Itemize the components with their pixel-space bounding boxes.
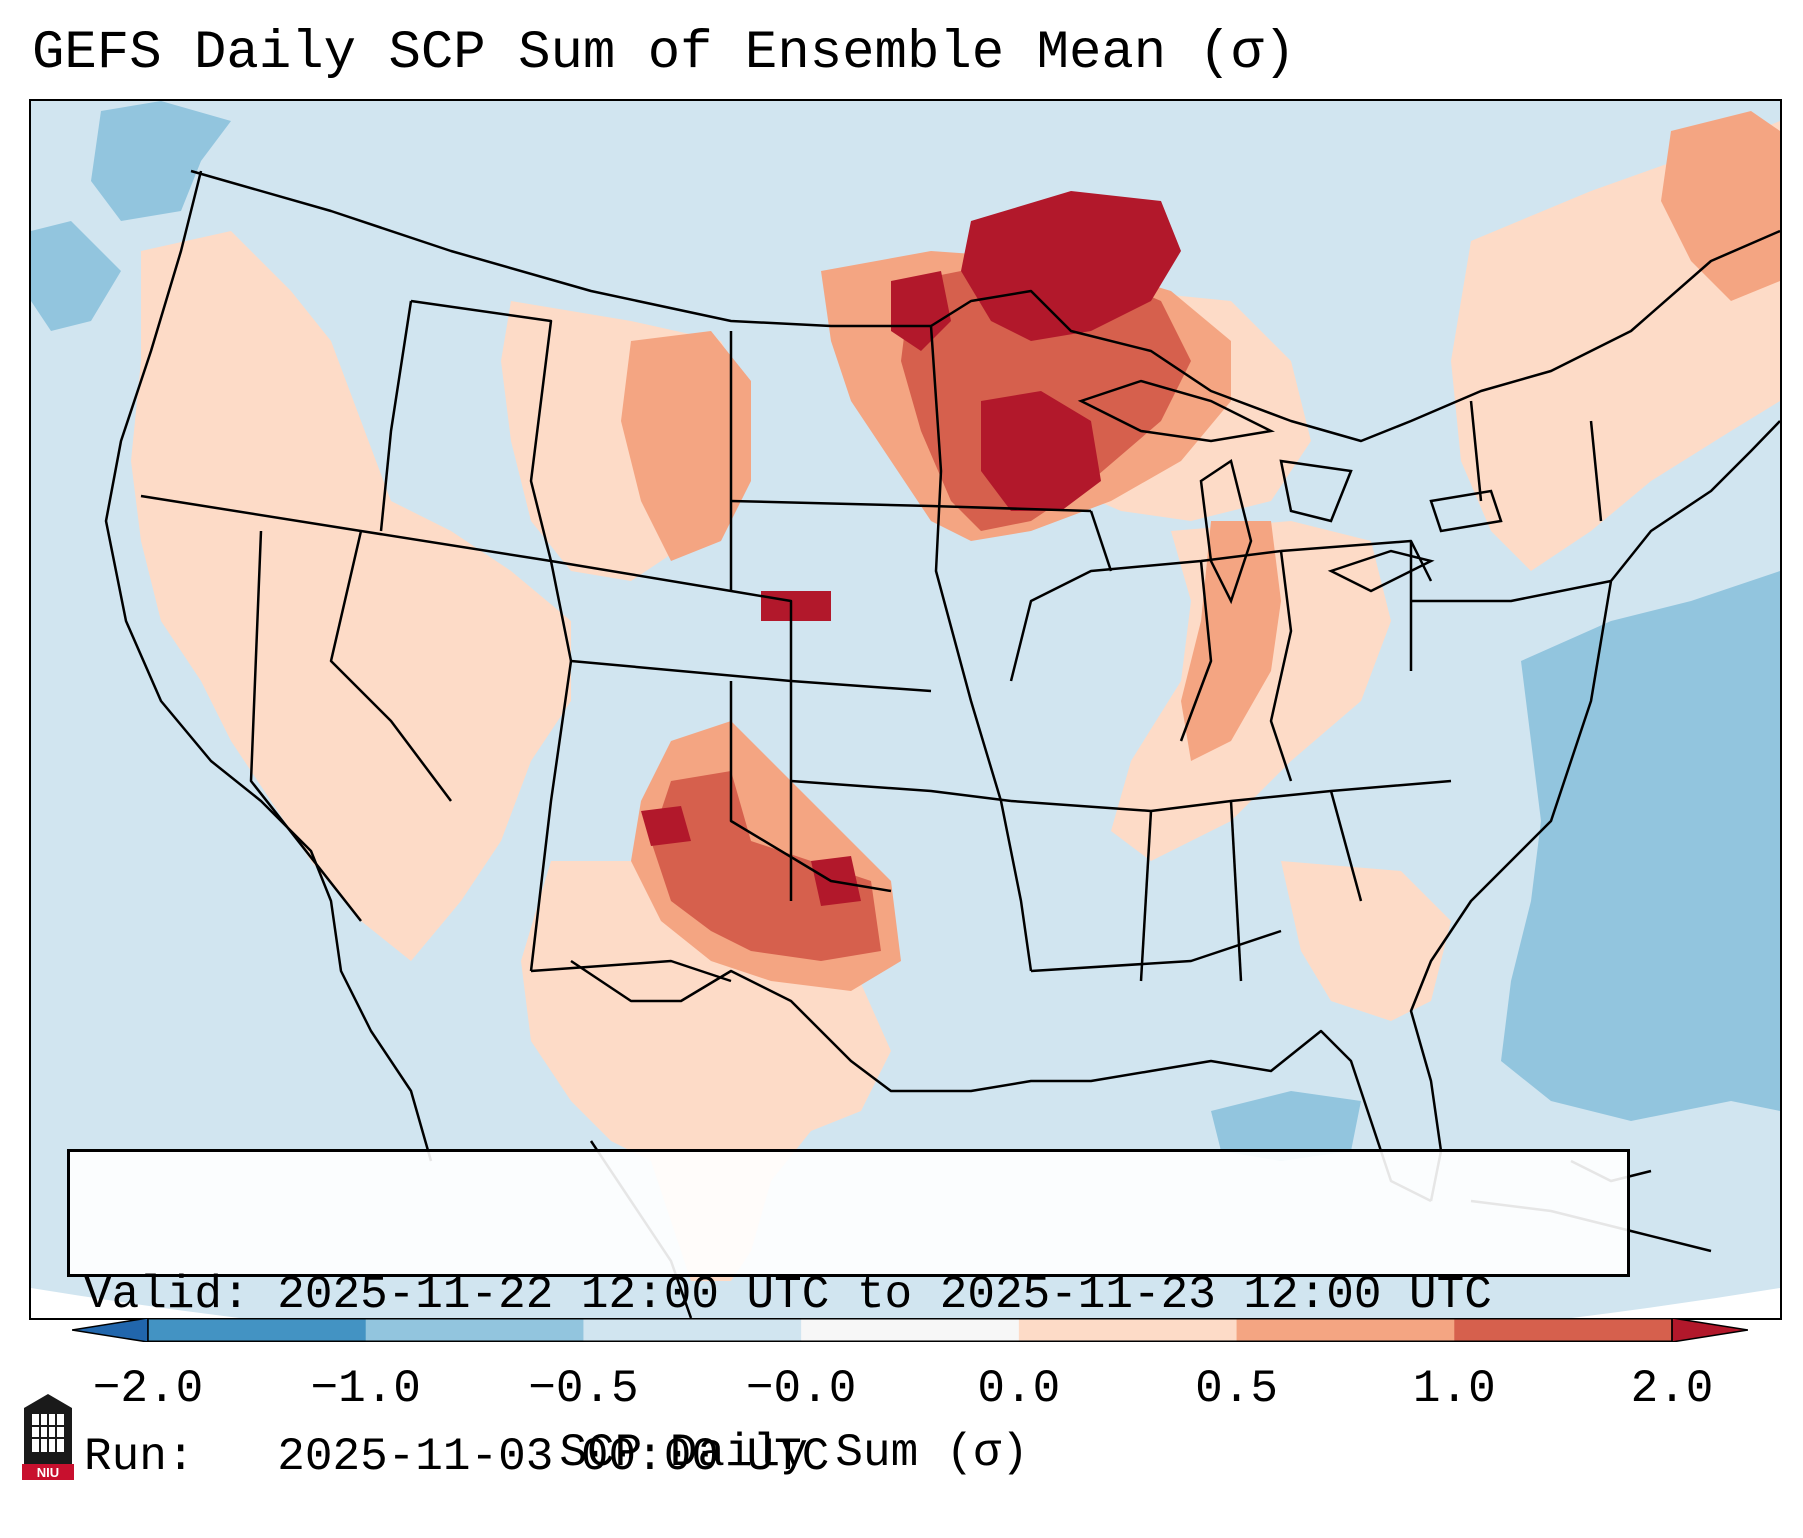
minnesota-maximum-region — [981, 391, 1101, 511]
political-boundaries — [104, 169, 1780, 1203]
valid-value: 2025-11-22 12:00 UTC to 2025-11-23 12:00… — [277, 1269, 1492, 1321]
new-england-region — [1661, 111, 1780, 301]
colorbar-bin — [148, 1318, 367, 1342]
colorbar-bin — [801, 1318, 1020, 1342]
colorbar-bin — [1018, 1318, 1238, 1342]
valid-label: Valid: — [84, 1269, 250, 1321]
upper-midwest-maximum-region — [961, 191, 1181, 341]
niu-logo-icon: NIU — [22, 1394, 74, 1480]
colorbar-bins — [72, 1318, 1748, 1342]
run-value: 2025-11-03 00:00 UTC — [277, 1431, 830, 1483]
colorbar-bin — [365, 1318, 584, 1342]
west-texas-maximum-region — [641, 806, 691, 846]
colorbar-tick-label: 1.0 — [1412, 1363, 1496, 1415]
colorbar-frame — [147, 1318, 1673, 1342]
map-canvas — [31, 101, 1780, 1318]
dakota-maximum-region — [891, 271, 951, 351]
valid-time-box: Valid: 2025-11-22 12:00 UTC to 2025-11-2… — [67, 1149, 1630, 1483]
montana-dakota-region — [621, 331, 751, 561]
great-lakes — [1077, 379, 1503, 605]
colorbar-tick-label: −0.0 — [745, 1363, 857, 1415]
ohio-valley-region — [1181, 521, 1281, 761]
atlantic-negative-region — [1501, 571, 1780, 1121]
pacific-negative-region-2 — [31, 221, 121, 331]
map-panel — [29, 99, 1782, 1320]
colorbar-bin — [1454, 1318, 1673, 1342]
pacific-negative-region — [91, 101, 231, 221]
southeast-region — [1281, 861, 1451, 1021]
chart-title: GEFS Daily SCP Sum of Ensemble Mean (σ) — [32, 23, 1296, 84]
run-line: Run: 2025-11-03 00:00 UTC — [84, 1430, 1627, 1484]
colorbar — [72, 1318, 1748, 1342]
colorbar-over-arrow — [1671, 1318, 1748, 1342]
colorbar-label: SCP Daily Sum (σ) — [559, 1427, 1029, 1479]
valid-line: Valid: 2025-11-22 12:00 UTC to 2025-11-2… — [84, 1268, 1627, 1322]
run-label: Run: — [84, 1431, 195, 1483]
colorbar-under-arrow — [72, 1318, 149, 1342]
colorbar-bin — [1236, 1318, 1455, 1342]
colorbar-tick-label: 0.5 — [1195, 1363, 1278, 1415]
colorbar-tick-label: −0.5 — [528, 1363, 639, 1415]
west-coast-region — [131, 231, 571, 961]
gulf-negative-region — [1211, 1091, 1361, 1161]
colorbar-tick-label: −1.0 — [310, 1363, 421, 1415]
colorbar-tick-label: 0.0 — [977, 1363, 1061, 1415]
colorbar-tick-label: −2.0 — [92, 1363, 204, 1415]
kansas-maximum-region — [761, 591, 831, 621]
colorbar-bin — [583, 1318, 802, 1342]
colorbar-tick-label: 2.0 — [1630, 1363, 1714, 1415]
logo-text: NIU — [37, 1465, 59, 1480]
southern-plains-core-region — [651, 771, 881, 961]
background-field — [31, 101, 1780, 1318]
